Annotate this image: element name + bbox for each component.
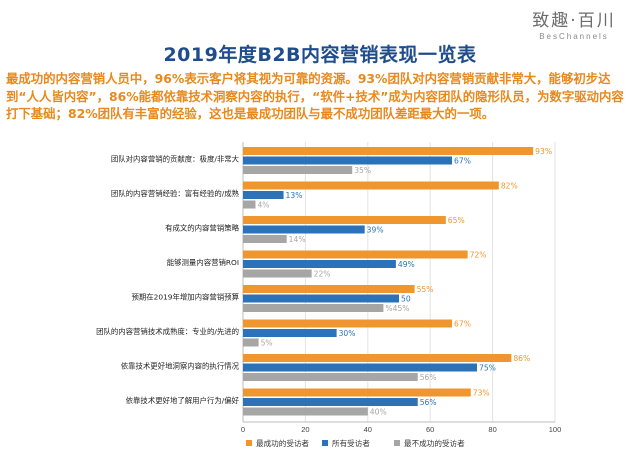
- bar-chart: 0 20 40 60 80 100 团队对内容营销的贡献度：极度/非常大 93% 67% 35% 团…: [96, 142, 562, 448]
- data-label: 14%: [289, 235, 306, 244]
- x-tick-label: 100: [549, 425, 562, 434]
- bar: [243, 319, 453, 328]
- bar: [243, 363, 477, 372]
- data-label: %45%: [385, 304, 409, 313]
- legend-swatch: [394, 440, 400, 446]
- data-label: 67%: [454, 157, 471, 166]
- category-label: 团队的内容营销技术成熟度：专业的/先进的: [96, 327, 239, 336]
- bar: [243, 354, 512, 362]
- category-label: 有成文的内容营销策略: [165, 224, 240, 233]
- legend-label: 最成功的受访者: [256, 438, 310, 448]
- page-title: 2019年度B2B内容营销表现一览表: [163, 44, 477, 66]
- bar: [243, 373, 418, 381]
- bar: [243, 304, 384, 312]
- bar: [243, 260, 396, 268]
- category-label: 依靠技术更好地洞察内容的执行情况: [121, 362, 240, 371]
- data-label: 22%: [314, 270, 331, 279]
- bar: [243, 407, 368, 416]
- data-label: 86%: [513, 354, 530, 363]
- data-label: 13%: [286, 191, 303, 200]
- data-label: 65%: [448, 216, 465, 225]
- data-label: 72%: [470, 251, 487, 260]
- data-label: 55%: [417, 285, 434, 294]
- data-label: 5%: [261, 339, 273, 348]
- data-label: 50: [401, 295, 411, 304]
- data-label: 93%: [535, 147, 552, 156]
- bar: [243, 398, 418, 406]
- legend-swatch: [246, 440, 252, 446]
- x-tick-label: 60: [426, 425, 434, 434]
- bar: [243, 250, 468, 259]
- data-label: 49%: [398, 260, 415, 269]
- data-label: 75%: [479, 364, 496, 373]
- data-label: 67%: [454, 320, 471, 329]
- data-label: 56%: [420, 398, 437, 407]
- data-label: 35%: [354, 166, 371, 175]
- bar: [243, 216, 446, 224]
- category-label: 依靠技术更好地了解用户行为/偏好: [126, 396, 240, 405]
- summary-text: 最成功的内容营销人员中，96%表示客户将其视为可靠的资源。93%团队对内容营销贡…: [6, 71, 624, 121]
- data-label: 30%: [339, 329, 356, 338]
- legend-label: 所有受访者: [332, 438, 370, 448]
- category-label: 团队对内容营销的贡献度：极度/非常大: [111, 155, 240, 164]
- x-tick-label: 0: [241, 425, 245, 434]
- category-label: 团队的内容营销经验：富有经验的/成熟: [111, 189, 240, 198]
- bar: [243, 294, 399, 303]
- category-label: 预期在2019年增加内容营销预算: [132, 293, 240, 302]
- bar: [243, 269, 312, 278]
- brand-logo: 致趣·百川 BesChannels: [518, 6, 630, 41]
- bar: [243, 235, 287, 243]
- x-tick-label: 40: [364, 425, 372, 434]
- legend-label: 最不成功的受访者: [404, 438, 465, 448]
- category-label: 能够测量内容营销ROI: [167, 258, 239, 267]
- bar: [243, 225, 365, 234]
- data-label: 39%: [367, 226, 384, 235]
- x-tick-label: 80: [488, 425, 496, 434]
- bar: [243, 200, 256, 209]
- data-label: 40%: [370, 408, 387, 417]
- data-label: 56%: [420, 373, 437, 382]
- brand-name: 致趣·百川: [532, 11, 616, 31]
- bar: [243, 388, 471, 397]
- bar: [243, 166, 353, 174]
- bar: [243, 329, 337, 337]
- data-label: 73%: [473, 389, 490, 398]
- data-label: 82%: [501, 182, 518, 191]
- bar: [243, 156, 453, 165]
- bar: [243, 338, 259, 347]
- legend-swatch: [322, 440, 328, 446]
- bar: [243, 147, 534, 155]
- brand-subtitle: BesChannels: [539, 32, 609, 41]
- bar: [243, 191, 284, 199]
- bar: [243, 181, 499, 190]
- data-label: 4%: [257, 201, 269, 210]
- x-tick-label: 20: [301, 425, 309, 434]
- bar: [243, 285, 415, 293]
